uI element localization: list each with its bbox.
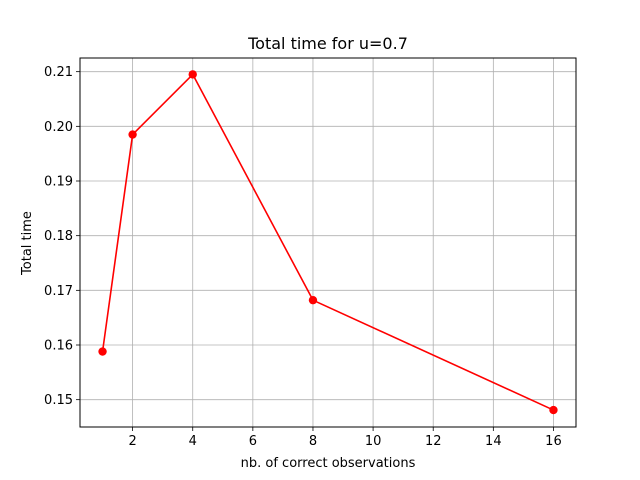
- data-point: [128, 130, 137, 139]
- plot-area-frame: [79, 57, 577, 428]
- x-tick-label: 4: [189, 434, 197, 449]
- y-tick-label: 0.20: [44, 120, 73, 135]
- x-tick-label: 12: [425, 434, 442, 449]
- chart-title: Total time for u=0.7: [247, 34, 408, 53]
- data-point: [549, 405, 558, 415]
- data-point: [188, 70, 197, 79]
- x-tick-label: 8: [309, 434, 317, 449]
- x-axis-label: nb. of correct observations: [241, 456, 416, 471]
- y-tick-label: 0.19: [44, 175, 73, 190]
- y-tick-label: 0.15: [44, 393, 73, 408]
- y-tick-label: 0.21: [44, 65, 73, 80]
- data-point: [308, 295, 318, 305]
- x-tick-label: 10: [365, 434, 382, 449]
- series-layer: [98, 70, 558, 415]
- x-tick-label: 16: [545, 434, 562, 449]
- grid-lines: [80, 58, 576, 427]
- axis-ticks: 2 4 6 8 10 12 14 16 0.15 0.16 0.17 0.18 0.19 0.20 0.21: [44, 65, 562, 449]
- y-tick-label: 0.17: [44, 284, 73, 299]
- x-tick-label: 14: [485, 434, 502, 449]
- y-axis-label: Total time: [20, 211, 35, 276]
- data-point: [98, 347, 107, 356]
- x-tick-label: 2: [128, 434, 136, 449]
- y-tick-label: 0.18: [44, 229, 73, 244]
- x-tick-label: 6: [249, 434, 257, 449]
- y-tick-label: 0.16: [44, 339, 73, 354]
- series-line: [101, 73, 554, 411]
